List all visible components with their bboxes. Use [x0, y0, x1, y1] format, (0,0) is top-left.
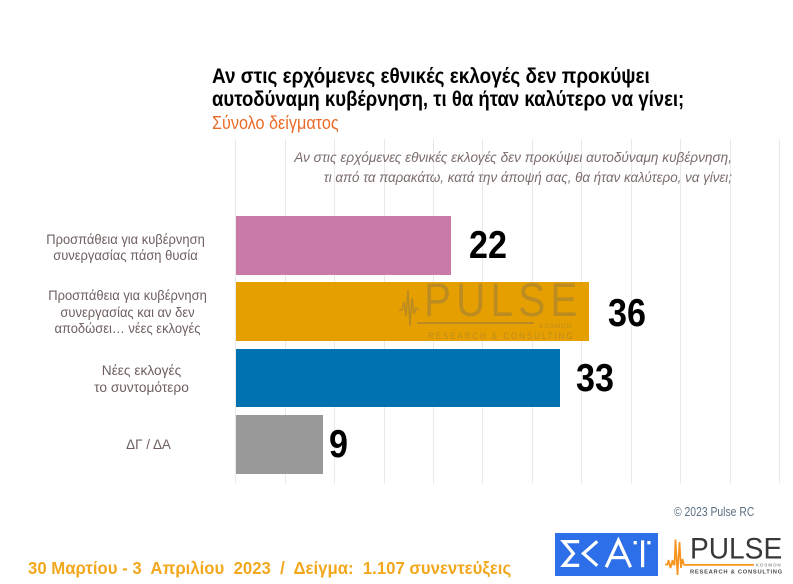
svg-text:RESEARCH & CONSULTING: RESEARCH & CONSULTING — [690, 570, 783, 576]
svg-text:KOSMON: KOSMON — [756, 563, 782, 568]
svg-text:PULSE: PULSE — [690, 534, 782, 566]
